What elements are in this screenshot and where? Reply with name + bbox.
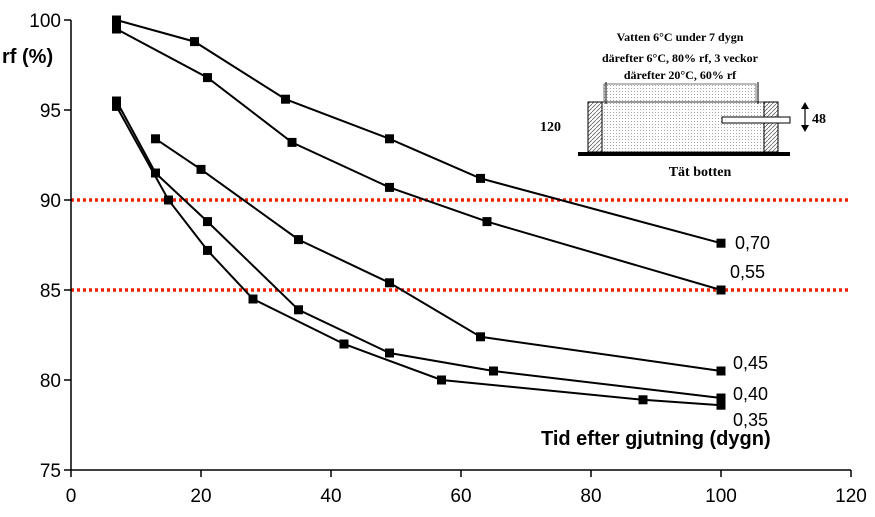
- series-0,35: 0,35: [112, 101, 768, 430]
- x-tick-label-60: 60: [450, 486, 471, 507]
- data-point: [203, 73, 212, 83]
- inset-caption-line-1: Vatten 6°C under 7 dygn: [617, 30, 744, 44]
- data-point: [716, 366, 726, 376]
- data-point: [385, 278, 394, 288]
- inset-caption-line-2: därefter 6°C, 80% rf, 3 veckor: [602, 51, 759, 65]
- data-point: [476, 332, 485, 342]
- series-0,70: 0,70: [112, 15, 770, 253]
- inset-depth-label: 48: [812, 112, 826, 127]
- series-group: 0,70 0,55 0,45 0,40 0,35: [112, 15, 770, 430]
- data-point: [164, 195, 173, 205]
- x-tick-label-40: 40: [320, 486, 341, 507]
- series-0,40: 0,40: [112, 96, 768, 404]
- series-line-0,45: [154, 137, 722, 372]
- series-label-0,70: 0,70: [735, 233, 770, 253]
- series-label-0,55: 0,55: [730, 262, 765, 282]
- inset-sensor-probe: [721, 116, 791, 124]
- series-label-0,45: 0,45: [733, 353, 768, 373]
- data-point: [112, 96, 121, 106]
- data-point: [716, 400, 726, 410]
- y-tick-label-75: 75: [40, 461, 61, 482]
- inset-depth-arrow-head-bottom: [801, 125, 809, 132]
- data-point: [437, 375, 446, 385]
- x-tick-label-120: 120: [835, 486, 867, 507]
- y-axis-label: rf (%): [2, 46, 53, 68]
- data-point: [190, 37, 199, 47]
- y-tick-label-95: 95: [40, 101, 61, 122]
- data-point: [203, 245, 212, 255]
- data-point: [339, 339, 349, 349]
- x-tick-label-100: 100: [705, 486, 737, 507]
- inset-concrete-body: [601, 101, 765, 153]
- data-point: [287, 137, 297, 147]
- y-tick-label-100: 100: [29, 11, 61, 32]
- data-point: [716, 285, 726, 295]
- data-point: [281, 94, 290, 104]
- inset-diagram: Vatten 6°C under 7 dygn därefter 6°C, 80…: [540, 30, 826, 180]
- data-point: [489, 366, 498, 376]
- series-0,45: 0,45: [151, 134, 768, 376]
- axes: 75 80 85 90 95 100 0 20 40 60 80 100 120: [29, 11, 867, 507]
- inset-left-wall: [587, 101, 603, 153]
- data-point: [638, 395, 648, 405]
- series-line-0,35: [115, 105, 722, 407]
- data-point: [196, 164, 206, 174]
- data-point: [112, 24, 121, 34]
- y-tick-label-90: 90: [40, 191, 61, 212]
- data-point: [112, 101, 121, 111]
- data-point: [385, 182, 394, 192]
- data-point: [294, 235, 303, 245]
- series-label-0,35: 0,35: [733, 410, 768, 430]
- data-point: [294, 305, 303, 315]
- inset-depth-arrow-head-top: [801, 102, 809, 109]
- data-point: [482, 217, 492, 227]
- inset-height-label: 120: [540, 120, 561, 135]
- inset-bottom-label: Tät botten: [669, 165, 732, 180]
- inset-bottom-plate: [578, 152, 790, 156]
- series-0,55: 0,55: [112, 24, 765, 295]
- data-point: [476, 173, 485, 183]
- series-line-0,70: [116, 19, 722, 245]
- data-point: [151, 168, 160, 178]
- y-tick-label-80: 80: [40, 371, 61, 392]
- inset-top-layer: [603, 83, 757, 103]
- data-point: [716, 393, 726, 403]
- data-point: [248, 294, 258, 304]
- data-point: [151, 134, 160, 144]
- data-point: [203, 217, 212, 227]
- series-label-0,40: 0,40: [733, 384, 768, 404]
- data-point: [112, 15, 121, 25]
- x-tick-label-80: 80: [580, 486, 601, 507]
- x-tick-label-20: 20: [190, 486, 211, 507]
- inset-caption-line-3: därefter 20°C, 60% rf: [624, 68, 737, 82]
- data-point: [385, 348, 394, 358]
- y-tick-label-85: 85: [40, 281, 61, 302]
- series-line-0,55: [116, 28, 722, 291]
- data-point: [716, 238, 726, 248]
- inset-right-wall: [763, 101, 779, 153]
- x-axis-label: Tid efter gjutning (dygn): [541, 428, 771, 450]
- data-point: [385, 134, 394, 144]
- x-tick-label-0: 0: [66, 486, 77, 507]
